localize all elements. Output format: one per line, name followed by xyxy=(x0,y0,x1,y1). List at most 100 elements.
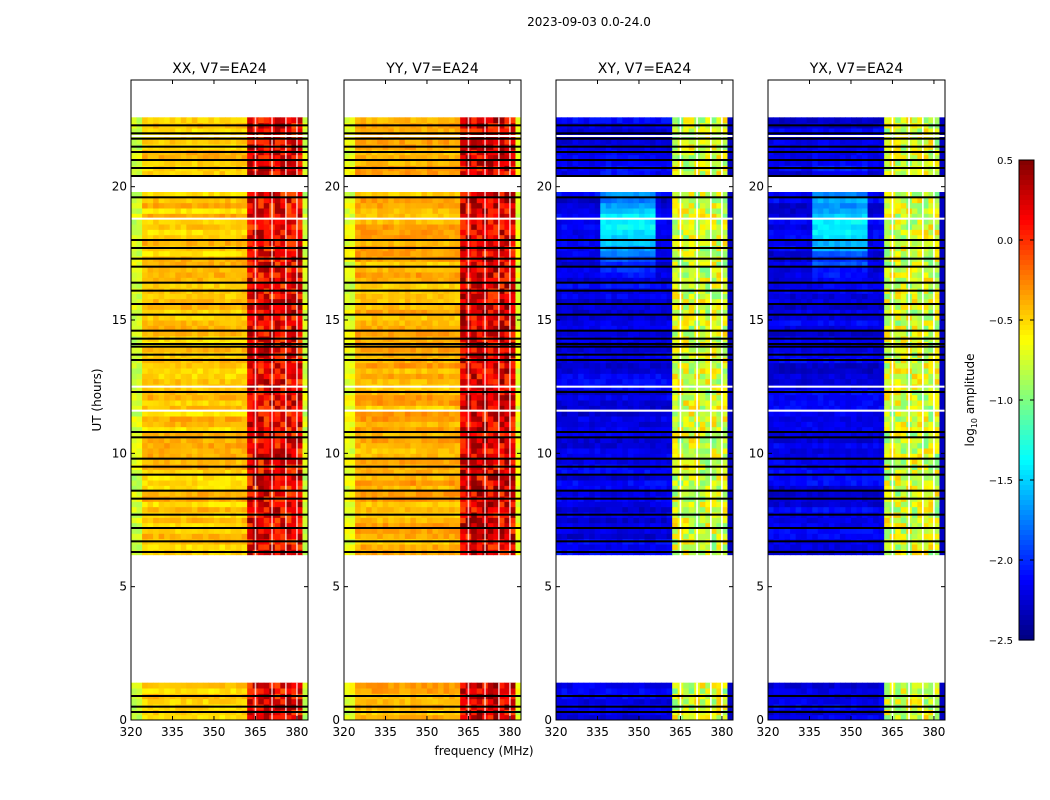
heatmap-cell xyxy=(504,474,511,481)
heatmap-cell xyxy=(208,261,215,268)
heatmap-cell xyxy=(426,448,433,454)
heatmap-cell xyxy=(460,272,467,278)
heatmap-cell xyxy=(493,304,500,310)
heatmap-cell xyxy=(421,453,428,460)
heatmap-cell xyxy=(236,138,243,145)
heatmap-cell xyxy=(147,325,154,332)
heatmap-cell xyxy=(366,469,373,476)
heatmap-cell xyxy=(471,368,478,374)
heatmap-cell xyxy=(136,528,143,534)
heatmap-cell xyxy=(476,533,483,540)
heatmap-cell xyxy=(471,234,478,241)
heatmap-cell xyxy=(349,309,356,316)
flagged-row xyxy=(131,132,308,135)
heatmap-cell xyxy=(280,405,287,412)
heatmap-cell xyxy=(487,400,494,406)
heatmap-cell xyxy=(476,373,483,380)
heatmap-cell xyxy=(142,506,149,513)
heatmap-cell xyxy=(236,373,243,380)
heatmap-cell xyxy=(399,272,406,278)
heatmap-cell xyxy=(487,272,494,278)
heatmap-cell xyxy=(355,346,362,353)
heatmap-cell xyxy=(360,528,367,534)
heatmap-cell xyxy=(399,400,406,406)
heatmap-cell xyxy=(471,682,478,689)
heatmap-cell xyxy=(180,485,187,492)
heatmap-cell xyxy=(393,458,400,465)
heatmap-cell xyxy=(493,293,500,300)
heatmap-cell xyxy=(421,517,428,524)
heatmap-cell xyxy=(382,421,389,428)
heatmap-cell xyxy=(213,282,220,289)
heatmap-cell xyxy=(280,218,287,225)
heatmap-cell xyxy=(219,432,226,438)
heatmap-cell xyxy=(404,522,411,529)
heatmap-cell xyxy=(302,533,309,540)
heatmap-cell xyxy=(302,373,309,380)
heatmap-cell xyxy=(175,293,182,300)
heatmap-cell xyxy=(410,250,417,257)
band-gap xyxy=(271,117,273,179)
heatmap-cell xyxy=(230,501,237,508)
heatmap-cell xyxy=(213,250,220,257)
heatmap-cell xyxy=(454,480,461,486)
band-gap xyxy=(254,682,257,720)
heatmap-cell xyxy=(158,240,165,246)
heatmap-cell xyxy=(454,528,461,534)
heatmap-cell xyxy=(426,394,433,401)
heatmap-cell xyxy=(487,234,494,241)
heatmap-cell xyxy=(399,688,406,694)
heatmap-cell xyxy=(208,448,215,454)
heatmap-cell xyxy=(404,368,411,374)
heatmap-cell xyxy=(377,480,384,486)
heatmap-cell xyxy=(219,501,226,508)
heatmap-cell xyxy=(131,480,138,486)
heatmap-cell xyxy=(175,426,182,433)
heatmap-cell xyxy=(291,325,298,332)
heatmap-cell xyxy=(131,298,138,305)
heatmap-cell xyxy=(236,272,243,278)
band-gap xyxy=(271,192,273,556)
heatmap-cell xyxy=(460,426,467,433)
heatmap-cell xyxy=(280,501,287,508)
heatmap-cell xyxy=(230,250,237,257)
heatmap-cell xyxy=(208,688,215,694)
heatmap-cell xyxy=(153,368,160,374)
heatmap-cell xyxy=(186,298,193,305)
heatmap-cell xyxy=(443,277,450,284)
heatmap-cell xyxy=(175,224,182,230)
flagged-row xyxy=(131,151,308,153)
heatmap-cell xyxy=(142,453,149,460)
panel-title: YY, V7=EA24 xyxy=(385,61,479,77)
heatmap-cell xyxy=(136,490,143,497)
heatmap-cell xyxy=(258,378,265,385)
heatmap-cell xyxy=(504,522,511,529)
panel-title: XX, V7=EA24 xyxy=(172,61,267,77)
heatmap-cell xyxy=(280,314,287,321)
heatmap-cell xyxy=(388,453,395,460)
heatmap-cell xyxy=(202,218,209,225)
heatmap-cell xyxy=(410,298,417,305)
heatmap-cell xyxy=(208,410,215,417)
heatmap-cell xyxy=(349,362,356,369)
heatmap-cell xyxy=(344,346,351,353)
heatmap-cell xyxy=(191,362,198,369)
heatmap-cell xyxy=(219,160,226,166)
heatmap-cell xyxy=(426,517,433,524)
heatmap-cell xyxy=(186,501,193,508)
heatmap-cell xyxy=(142,480,149,486)
y-tick-label: 5 xyxy=(119,580,127,594)
heatmap-cell xyxy=(432,400,439,406)
heatmap-cell xyxy=(180,250,187,257)
heatmap-cell xyxy=(432,533,439,540)
heatmap-cell xyxy=(498,325,505,332)
heatmap-cell xyxy=(360,298,367,305)
heatmap-cell xyxy=(493,698,500,705)
heatmap-cell xyxy=(247,688,254,694)
heatmap-cell xyxy=(147,192,154,198)
heatmap-cell xyxy=(180,272,187,278)
heatmap-cell xyxy=(236,208,243,214)
heatmap-cell xyxy=(393,330,400,337)
heatmap-cell xyxy=(426,325,433,332)
heatmap-cell xyxy=(509,528,516,534)
